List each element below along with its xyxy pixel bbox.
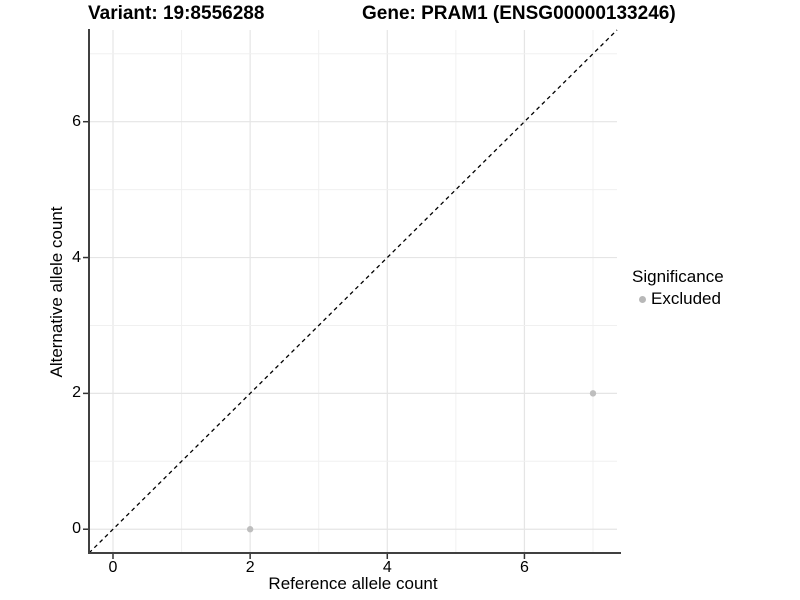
- y-axis-title: Alternative allele count: [47, 206, 66, 378]
- identity-dashed-line: [88, 29, 618, 554]
- x-tick-label: 0: [108, 559, 118, 576]
- legend-item-label: Excluded: [651, 289, 721, 308]
- x-tick-label: 2: [245, 559, 255, 576]
- gene-title: Gene: PRAM1 (ENSG00000133246): [362, 3, 676, 24]
- legend: Significance Excluded: [632, 266, 724, 309]
- data-point: [589, 390, 597, 397]
- y-tick-label: 6: [72, 112, 81, 130]
- x-tick-label: 4: [382, 559, 392, 576]
- variant-title: Variant: 19:8556288: [88, 3, 265, 24]
- y-tick-label: 2: [72, 384, 81, 402]
- y-tick-label: 4: [72, 248, 81, 266]
- x-tick-label: 6: [519, 559, 529, 576]
- legend-title: Significance: [632, 267, 724, 286]
- x-axis-title: Reference allele count: [268, 574, 438, 593]
- legend-item-excluded: Excluded: [632, 289, 724, 309]
- data-point: [246, 526, 254, 533]
- y-tick-label: 0: [72, 520, 81, 538]
- excluded-point-icon: [639, 295, 646, 303]
